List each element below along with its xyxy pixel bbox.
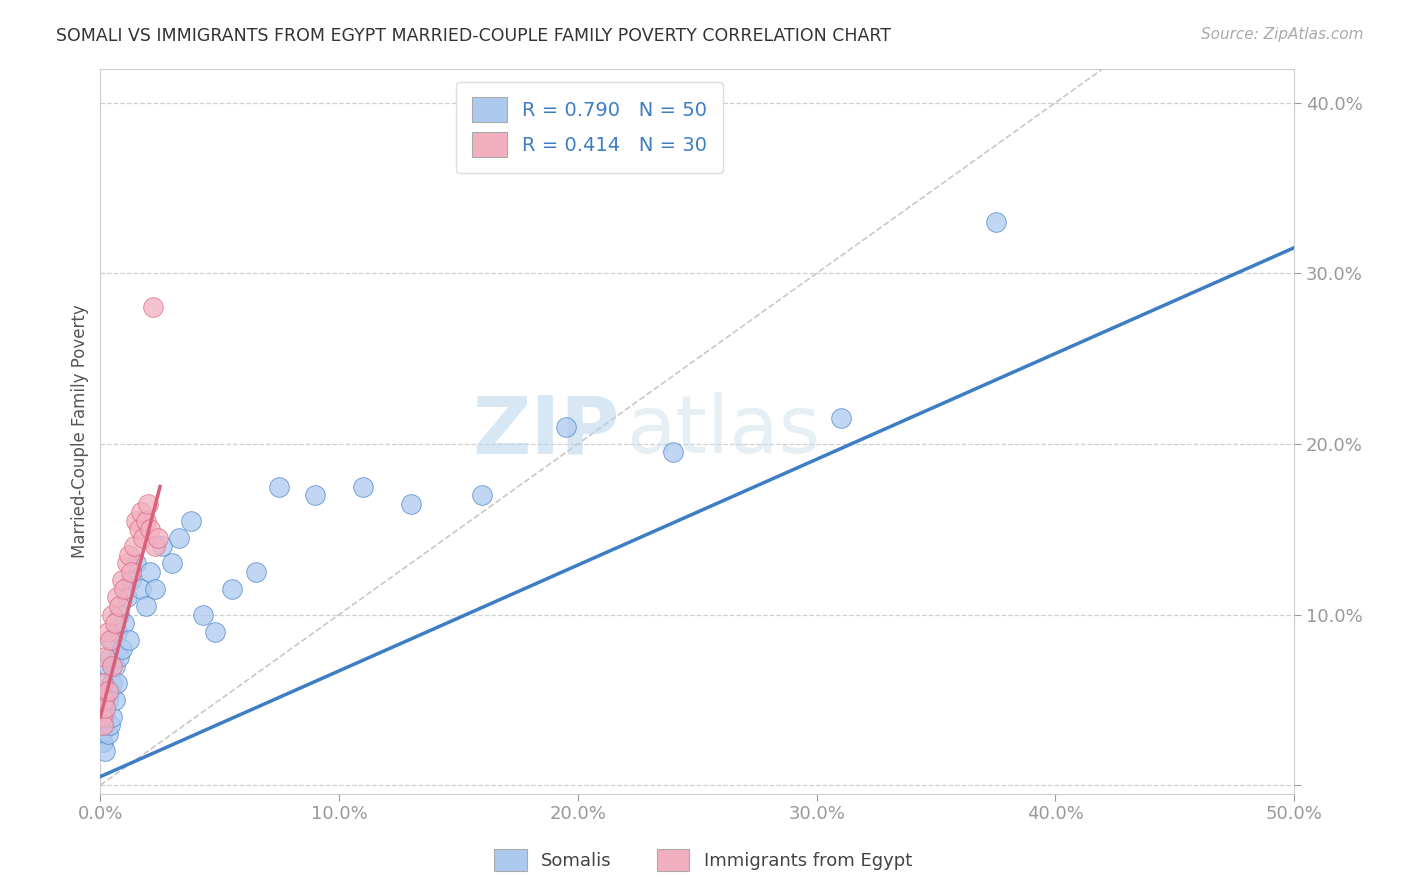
Point [105, 624, 128, 639]
Point [304, 488, 326, 502]
Point [94, 650, 117, 665]
Point [96, 658, 118, 673]
Point [118, 633, 141, 648]
Point [104, 658, 127, 673]
Point [152, 539, 174, 553]
Point [122, 539, 145, 553]
Text: Source: ZipAtlas.com: Source: ZipAtlas.com [1201, 27, 1364, 42]
Point [93, 718, 115, 732]
Point [96, 624, 118, 639]
Point [96, 727, 118, 741]
Point [136, 497, 159, 511]
Point [129, 582, 152, 596]
Point [94, 744, 117, 758]
Point [101, 675, 124, 690]
Point [399, 497, 422, 511]
Point [115, 591, 138, 605]
Point [118, 548, 141, 562]
Point [112, 582, 135, 596]
Text: ZIP: ZIP [472, 392, 620, 470]
Point [98, 718, 121, 732]
Point [245, 565, 267, 579]
Point [160, 557, 183, 571]
Point [93, 684, 115, 698]
Point [105, 591, 128, 605]
Point [135, 599, 157, 613]
Point [112, 615, 135, 630]
Point [143, 539, 166, 553]
Point [96, 693, 118, 707]
Point [128, 522, 150, 536]
Point [101, 658, 124, 673]
Point [125, 557, 148, 571]
Point [108, 650, 131, 665]
Point [115, 557, 138, 571]
Point [662, 445, 685, 459]
Point [105, 675, 128, 690]
Point [91, 675, 114, 690]
Legend: R = 0.790   N = 50, R = 0.414   N = 30: R = 0.790 N = 50, R = 0.414 N = 30 [457, 82, 723, 173]
Point [120, 565, 142, 579]
Text: SOMALI VS IMMIGRANTS FROM EGYPT MARRIED-COUPLE FAMILY POVERTY CORRELATION CHART: SOMALI VS IMMIGRANTS FROM EGYPT MARRIED-… [56, 27, 891, 45]
Point [984, 215, 1007, 229]
Text: atlas: atlas [626, 392, 820, 470]
Point [94, 675, 117, 690]
Point [830, 411, 852, 425]
Point [555, 420, 578, 434]
Point [91, 701, 114, 715]
Point [101, 607, 124, 622]
Point [108, 607, 131, 622]
Point [101, 710, 124, 724]
Point [139, 565, 162, 579]
Point [111, 574, 134, 588]
Point [129, 505, 152, 519]
Legend: Somalis, Immigrants from Egypt: Somalis, Immigrants from Egypt [486, 842, 920, 879]
Point [90, 710, 112, 724]
Point [221, 582, 243, 596]
Point [104, 615, 127, 630]
Point [146, 531, 169, 545]
Y-axis label: Married-Couple Family Poverty: Married-Couple Family Poverty [72, 304, 89, 558]
Point [96, 684, 118, 698]
Point [98, 650, 121, 665]
Point [94, 710, 117, 724]
Point [104, 693, 127, 707]
Point [91, 735, 114, 749]
Point [90, 727, 112, 741]
Point [93, 693, 115, 707]
Point [269, 479, 291, 493]
Point [98, 684, 121, 698]
Point [142, 301, 165, 315]
Point [111, 641, 134, 656]
Point [352, 479, 374, 493]
Point [471, 488, 494, 502]
Point [101, 633, 124, 648]
Point [91, 718, 114, 732]
Point [94, 701, 117, 715]
Point [191, 607, 214, 622]
Point [167, 531, 190, 545]
Point [139, 522, 162, 536]
Point [135, 514, 157, 528]
Point [143, 582, 166, 596]
Point [204, 624, 226, 639]
Point [108, 599, 131, 613]
Point [98, 633, 121, 648]
Point [132, 531, 155, 545]
Point [120, 574, 142, 588]
Point [180, 514, 202, 528]
Point [125, 514, 148, 528]
